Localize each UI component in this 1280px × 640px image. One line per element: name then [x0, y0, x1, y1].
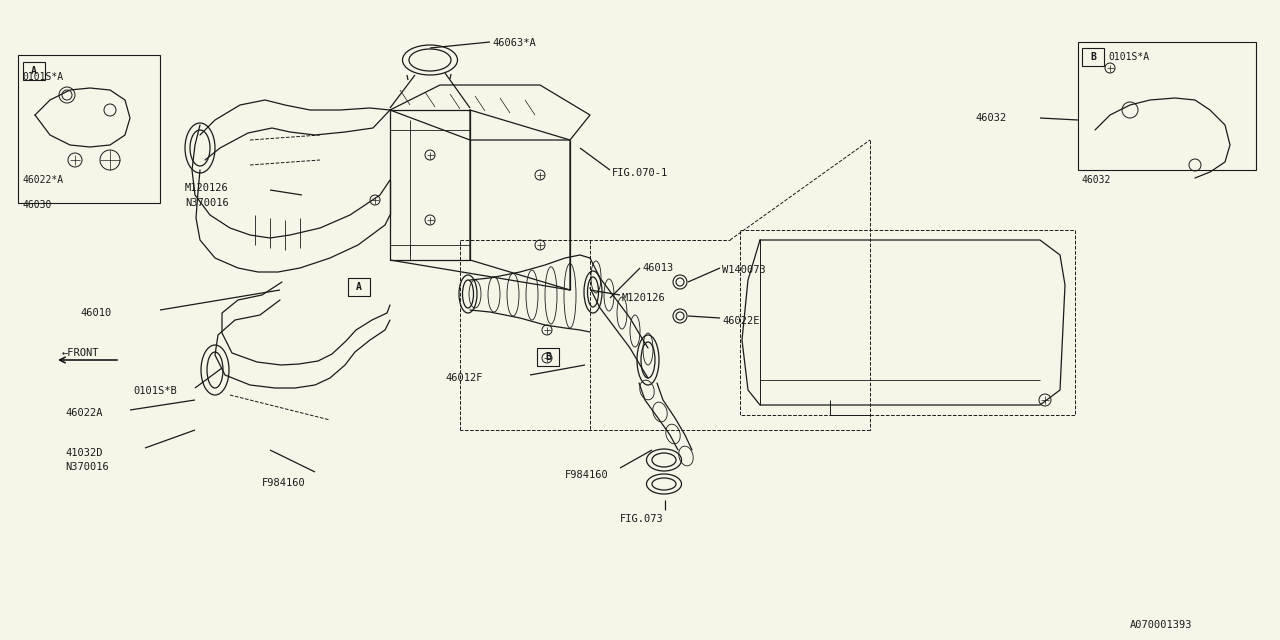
Bar [1078, 42, 1256, 170]
Bar [348, 278, 370, 296]
Text: 46013: 46013 [643, 263, 673, 273]
Text: ←FRONT: ←FRONT [61, 348, 100, 358]
Text: M120126: M120126 [622, 293, 666, 303]
Text: B: B [1091, 52, 1096, 62]
Text: 46030: 46030 [22, 200, 51, 210]
Text: 46032: 46032 [1082, 175, 1111, 185]
Text: A: A [31, 66, 37, 76]
Bar [538, 348, 559, 366]
Text: N370016: N370016 [186, 198, 229, 208]
Text: FIG.073: FIG.073 [620, 514, 664, 524]
Bar [18, 55, 160, 203]
Text: 46032: 46032 [975, 113, 1006, 123]
Text: 46012F: 46012F [445, 373, 483, 383]
Text: N370016: N370016 [65, 462, 109, 472]
Bar [740, 230, 1075, 415]
Text: 0101S*A: 0101S*A [22, 72, 63, 82]
Bar [1082, 48, 1103, 66]
Text: F984160: F984160 [564, 470, 609, 480]
Text: 0101S*B: 0101S*B [133, 386, 177, 396]
Text: F984160: F984160 [262, 478, 306, 488]
Text: B: B [545, 352, 550, 362]
Text: 46063*A: 46063*A [492, 38, 536, 48]
Text: A: A [356, 282, 362, 292]
Text: 46010: 46010 [81, 308, 111, 318]
Text: A070001393: A070001393 [1130, 620, 1193, 630]
Text: FIG.070-1: FIG.070-1 [612, 168, 668, 178]
Text: 0101S*A: 0101S*A [1108, 52, 1149, 62]
Text: W140073: W140073 [722, 265, 765, 275]
Text: 41032D: 41032D [65, 448, 102, 458]
Bar [23, 62, 45, 80]
Text: 46022A: 46022A [65, 408, 102, 418]
Text: M120126: M120126 [186, 183, 229, 193]
Text: 46022*A: 46022*A [22, 175, 63, 185]
Text: 46022E: 46022E [722, 316, 759, 326]
